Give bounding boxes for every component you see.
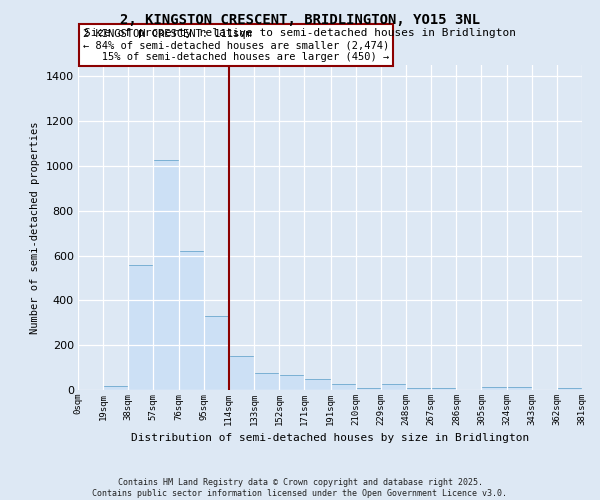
Text: 2 KINGSTON CRESCENT: 111sqm
← 84% of semi-detached houses are smaller (2,474)
  : 2 KINGSTON CRESCENT: 111sqm ← 84% of sem… — [83, 28, 389, 62]
Bar — [557, 388, 582, 390]
Bar — [279, 376, 304, 390]
Text: Size of property relative to semi-detached houses in Bridlington: Size of property relative to semi-detach… — [84, 28, 516, 38]
Y-axis label: Number of semi-detached properties: Number of semi-detached properties — [30, 121, 40, 334]
Bar — [229, 356, 254, 390]
Text: 2, KINGSTON CRESCENT, BRIDLINGTON, YO15 3NL: 2, KINGSTON CRESCENT, BRIDLINGTON, YO15 … — [120, 12, 480, 26]
Bar — [431, 388, 457, 390]
Bar — [331, 384, 356, 390]
Bar — [506, 388, 532, 390]
Bar — [179, 251, 203, 390]
Bar — [304, 379, 331, 390]
Bar — [154, 160, 179, 390]
Bar — [254, 373, 279, 390]
X-axis label: Distribution of semi-detached houses by size in Bridlington: Distribution of semi-detached houses by … — [131, 434, 529, 444]
Text: Contains HM Land Registry data © Crown copyright and database right 2025.
Contai: Contains HM Land Registry data © Crown c… — [92, 478, 508, 498]
Bar — [481, 388, 506, 390]
Bar — [406, 388, 431, 390]
Bar — [203, 316, 229, 390]
Bar — [381, 384, 406, 390]
Bar — [356, 388, 381, 390]
Bar — [128, 265, 154, 390]
Bar — [103, 386, 128, 390]
